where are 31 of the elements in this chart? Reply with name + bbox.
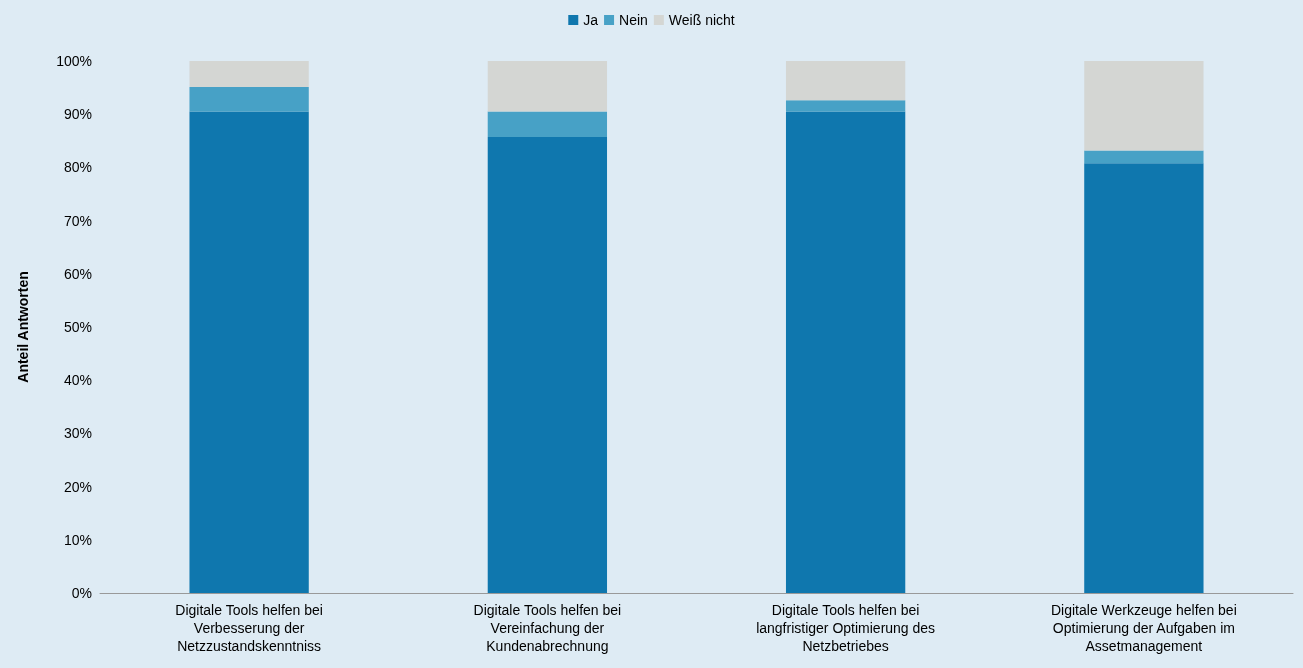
y-tick-label: 10%: [63, 531, 92, 548]
bar: [1084, 61, 1204, 151]
bar: [487, 61, 608, 112]
bar: [189, 61, 309, 88]
y-tick-label: 60%: [63, 265, 92, 282]
legend-label: Nein: [619, 12, 648, 28]
y-tick-label: 70%: [63, 212, 92, 229]
x-tick-label: Digitale Werkzeuge helfen bei Optimierung der Aufgaben im Assetmanagement: [1051, 602, 1237, 654]
bar: [189, 111, 309, 593]
x-tick-label: Digitale Tools helfen bei Verbesserung der Netzzustandskenntniss: [175, 602, 323, 654]
y-tick-label: 100%: [56, 53, 92, 69]
bar: [1084, 150, 1204, 164]
y-axis-title: Anteil Antworten: [15, 271, 31, 383]
y-tick-label: 40%: [63, 372, 92, 389]
legend-label: Ja: [583, 12, 599, 28]
legend-label: Weiß nicht: [668, 12, 735, 28]
bar: [487, 111, 608, 138]
bar: [785, 111, 906, 593]
bar: [189, 87, 309, 112]
bar: [1084, 163, 1204, 593]
y-tick-label: 0%: [71, 585, 92, 601]
bar: [785, 100, 906, 112]
x-tick-label: Digitale Tools helfen bei Vereinfachung der Kundenabrechnung: [473, 602, 622, 654]
bar: [785, 61, 906, 101]
y-tick-label: 90%: [63, 106, 92, 123]
y-tick-label: 30%: [63, 425, 92, 442]
bar: [487, 137, 608, 593]
x-tick-label: Digitale Tools helfen bei langfristiger Optimierung des Netzbetriebes: [756, 602, 936, 654]
y-tick-label: 50%: [63, 319, 92, 335]
y-tick-label: 20%: [63, 478, 92, 495]
y-tick-label: 80%: [63, 159, 92, 176]
